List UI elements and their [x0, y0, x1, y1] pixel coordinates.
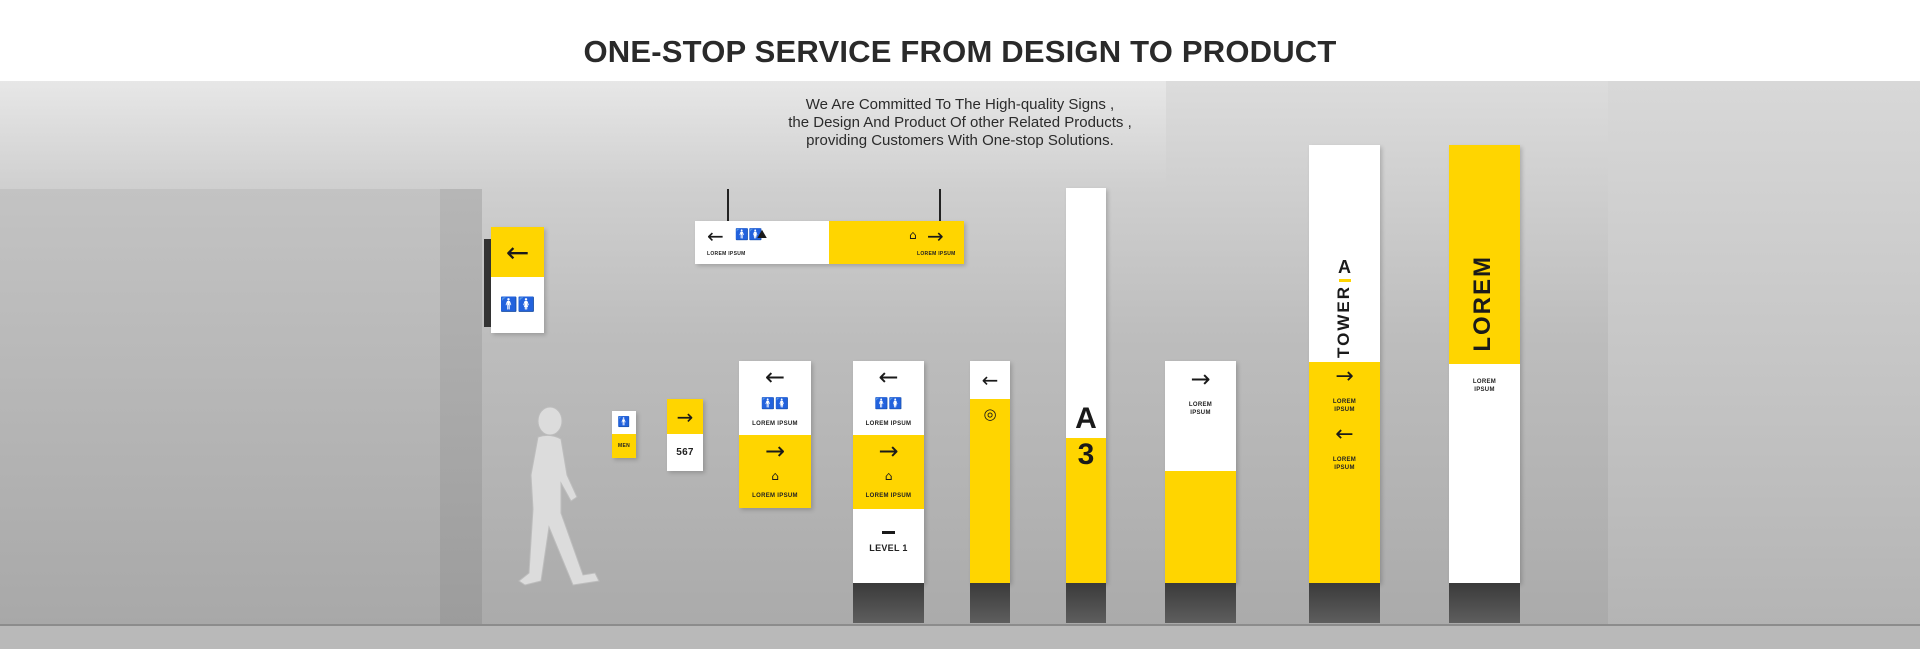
- lorem-totem-base: [1165, 583, 1236, 623]
- tower-label-1: LOREM IPSUM: [1332, 399, 1357, 413]
- blade-sign: ← 🚹🚺: [491, 227, 544, 333]
- restroom-icon: 🚹🚺: [735, 228, 763, 241]
- room-number: 567: [676, 447, 694, 458]
- pillar-number: 3: [1077, 438, 1095, 471]
- lorem-totem-top: → LOREM IPSUM: [1165, 361, 1236, 471]
- arrow-right-icon: →: [1335, 364, 1354, 389]
- directory-sign-bottom: → ⌂ LOREM IPSUM: [739, 435, 811, 508]
- a3-pillar-top: A: [1066, 188, 1106, 438]
- narrow-totem-top: ←: [970, 361, 1010, 399]
- tower-letter: A: [1338, 257, 1351, 277]
- men-plate-bottom: MEN: [612, 434, 636, 458]
- directory-label-top: LOREM IPSUM: [752, 421, 798, 427]
- floor: [0, 624, 1920, 649]
- arrow-left-icon: ←: [764, 363, 786, 391]
- hanging-wire-right: [939, 189, 941, 221]
- level-label: LEVEL 1: [869, 543, 908, 553]
- narrow-totem-body: ◎: [970, 399, 1010, 583]
- signage-scene: We Are Committed To The High-quality Sig…: [0, 81, 1920, 649]
- hanging-sign: ← 🚹🚺 ⛰ LOREM IPSUM ⌂ → LOREM IPSUM: [695, 221, 964, 264]
- page-title: ONE-STOP SERVICE FROM DESIGN TO PRODUCT: [583, 34, 1337, 69]
- level-totem-label-mid: LOREM IPSUM: [865, 493, 912, 499]
- right-wall: [1608, 81, 1920, 629]
- wall-bracket: [484, 239, 491, 327]
- arrow-left-icon: ←: [981, 368, 999, 392]
- level-totem: ← 🚹🚺 LOREM IPSUM → ⌂ LOREM IPSUM LEVEL 1: [853, 361, 924, 583]
- men-plate-top: 🚹: [612, 411, 636, 434]
- level-dash: [882, 531, 895, 534]
- lorem-big-base: [1449, 583, 1520, 623]
- subtitle: We Are Committed To The High-quality Sig…: [700, 96, 1220, 150]
- level-totem-top: ← 🚹🚺 LOREM IPSUM: [853, 361, 924, 435]
- lorem-totem-bottom: [1165, 471, 1236, 583]
- hanging-right-label: LOREM IPSUM: [917, 251, 956, 257]
- hanger-icon: ⌂: [771, 469, 779, 483]
- hanger-icon: ⌂: [884, 469, 893, 483]
- hanging-left-label: LOREM IPSUM: [707, 251, 746, 257]
- room-number-plate: → 567: [667, 399, 703, 471]
- a3-pillar: A 3: [1066, 188, 1106, 583]
- tower-text: TOWER: [1334, 285, 1353, 358]
- walking-person-figure: [518, 406, 600, 586]
- arrow-right-icon: →: [1190, 365, 1211, 393]
- directory-sign-top: ← 🚹🚺 LOREM IPSUM: [739, 361, 811, 435]
- room-plate-top: →: [667, 399, 703, 434]
- arrow-right-icon: →: [878, 437, 899, 465]
- directory-label-bottom: LOREM IPSUM: [752, 493, 798, 499]
- wall-column: [440, 189, 482, 629]
- arrow-left-icon: ←: [1335, 422, 1354, 447]
- directory-sign: ← 🚹🚺 LOREM IPSUM → ⌂ LOREM IPSUM: [739, 361, 811, 508]
- ceiling: [0, 81, 1166, 189]
- level-totem-label-top: LOREM IPSUM: [865, 421, 912, 427]
- a3-pillar-base: [1066, 583, 1106, 623]
- blade-sign-top: ←: [491, 227, 544, 277]
- subtitle-line-2: the Design And Product Of other Related …: [788, 114, 1132, 131]
- men-door-plate: 🚹 MEN: [612, 411, 636, 458]
- tower-totem: A TOWER → LOREM IPSUM ← LOREM IPSUM: [1309, 145, 1380, 583]
- tower-totem-base: [1309, 583, 1380, 623]
- left-wall: [0, 189, 440, 629]
- hanging-sign-left: ← 🚹🚺 ⛰ LOREM IPSUM: [695, 221, 829, 264]
- restroom-icon: 🚹🚺: [761, 397, 789, 410]
- narrow-totem: ← ◎: [970, 361, 1010, 583]
- arrow-right-icon: →: [927, 224, 944, 248]
- room-plate-bottom: 567: [667, 434, 703, 471]
- lorem-big-bottom: LOREM IPSUM: [1449, 364, 1520, 583]
- men-label: MEN: [617, 443, 630, 449]
- arrow-right-icon: →: [764, 437, 786, 465]
- arrow-right-icon: →: [676, 404, 694, 429]
- level-totem-bottom: LEVEL 1: [853, 509, 924, 583]
- tower-totem-bottom: → LOREM IPSUM ← LOREM IPSUM: [1309, 362, 1380, 583]
- level-totem-mid: → ⌂ LOREM IPSUM: [853, 435, 924, 509]
- restroom-icon: 🚹🚺: [874, 397, 903, 410]
- level-totem-base: [853, 583, 924, 623]
- hanging-wire-left: [727, 189, 729, 221]
- pillar-letter: A: [1075, 402, 1097, 435]
- lorem-totem-label: LOREM IPSUM: [1188, 402, 1213, 416]
- lorem-totem: → LOREM IPSUM: [1165, 361, 1236, 583]
- narrow-totem-base: [970, 583, 1010, 623]
- arrow-left-icon: ←: [878, 363, 899, 391]
- tower-label-2: LOREM IPSUM: [1332, 457, 1357, 471]
- hanger-icon: ⌂: [909, 228, 917, 242]
- arrow-left-icon: ←: [707, 224, 724, 248]
- tower-totem-top: A TOWER: [1309, 145, 1380, 362]
- blade-sign-bottom: 🚹🚺: [491, 277, 544, 333]
- escalator-icon: ⛰: [757, 227, 768, 241]
- subtitle-line-1: We Are Committed To The High-quality Sig…: [805, 96, 1115, 113]
- a3-pillar-bottom: 3: [1066, 438, 1106, 583]
- subtitle-line-3: providing Customers With One-stop Soluti…: [806, 132, 1114, 149]
- lorem-big-totem: LOREM LOREM IPSUM: [1449, 145, 1520, 583]
- hanging-sign-right: ⌂ → LOREM IPSUM: [829, 221, 964, 264]
- restroom-icon: 🚹🚺: [500, 297, 535, 313]
- man-icon: 🚹: [617, 417, 631, 428]
- lorem-big-text: LOREM: [1469, 255, 1496, 352]
- tower-accent-bar: [1339, 279, 1351, 282]
- arrow-left-icon: ←: [505, 235, 530, 269]
- dining-icon: ◎: [983, 405, 997, 423]
- lorem-big-top: LOREM: [1449, 145, 1520, 364]
- lorem-big-label: LOREM IPSUM: [1472, 379, 1497, 393]
